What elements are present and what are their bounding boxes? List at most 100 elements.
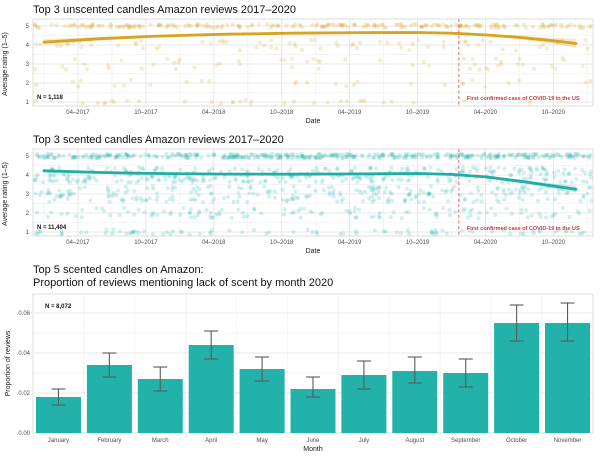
review-dot [73,155,77,160]
review-dot [35,25,40,30]
review-dot [121,83,126,88]
review-dot [314,179,318,184]
review-dot [298,206,303,211]
review-dot [139,39,143,44]
review-dot [579,25,584,30]
review-dot [282,212,287,217]
review-dot [284,153,289,158]
trend-line [42,169,578,191]
review-dot [574,151,579,156]
review-dot [521,170,526,175]
review-dot [556,169,561,173]
review-dot [111,227,116,232]
review-dot [290,196,295,201]
review-dot [81,179,86,184]
review-dot [517,191,522,196]
review-dot [465,154,470,159]
review-dot [235,199,240,204]
review-dot [386,196,391,201]
review-dot [245,214,250,219]
review-dot [126,153,131,158]
review-dot [244,153,249,158]
review-dot [225,195,230,199]
review-dot [276,156,281,161]
review-dot [35,153,40,158]
review-dot [210,228,215,233]
review-dot [343,57,348,62]
review-dot [74,213,79,218]
y-axis-title: Average rating (1–5) [2,32,9,96]
x-tick-label: March [152,438,169,444]
review-dot [275,152,280,157]
review-dot [525,215,530,220]
review-dot [399,216,404,221]
review-dot [385,199,390,204]
review-dot [329,154,334,159]
review-dot [212,176,217,181]
review-dot [106,66,111,70]
review-dot [529,170,534,175]
review-dot [65,42,70,47]
review-dot [531,151,536,156]
review-dot [288,167,293,171]
review-dot [515,62,520,67]
review-dot [82,62,87,67]
review-dot [290,65,295,70]
review-dot [454,166,459,171]
review-dot [238,99,243,104]
review-dot [409,153,414,158]
review-dot [517,195,521,200]
review-dot [193,155,198,160]
review-dot [381,152,386,157]
review-dot [244,168,249,173]
review-dot [36,155,41,160]
review-dot [572,23,577,28]
x-axis-title: Date [306,118,321,125]
review-dot [41,155,46,160]
review-dot [371,184,376,189]
review-dot [401,155,406,160]
review-dot [81,23,86,28]
review-dot [70,156,75,161]
review-dot [185,153,189,158]
review-dot [331,175,336,180]
review-dot [406,167,411,172]
review-dot [416,152,421,156]
chart-title-line2: Proportion of reviews mentioning lack of… [33,277,334,289]
review-dot [344,154,349,159]
review-dot [262,152,267,157]
review-dot [197,187,202,192]
review-dot [580,64,585,68]
review-dot [583,153,588,158]
review-dot [362,99,367,104]
review-dot [465,154,469,159]
review-dot [137,23,142,28]
review-dot [376,189,381,194]
review-dot [535,198,540,203]
review-dot [186,155,191,160]
x-axis-title: Month [303,446,323,453]
y-tick-label: 0.00 [18,431,30,437]
review-dot [482,152,487,157]
review-dot [116,43,121,48]
review-dot [543,153,548,158]
review-dot [387,153,392,158]
review-dot [200,23,205,28]
review-dot [129,180,134,185]
review-dot [540,153,545,158]
review-dot [540,22,545,27]
review-dot [288,174,293,179]
review-dot [255,155,260,160]
review-dot [277,179,282,184]
review-dot [208,210,213,215]
review-dot [542,24,547,29]
review-dot [429,155,433,160]
review-dot [320,25,325,30]
review-dot [544,215,549,220]
review-dot [265,22,270,27]
review-dot [559,98,563,103]
review-dot [377,23,382,28]
review-dot [439,169,444,174]
review-dot [45,151,50,156]
review-dot [354,231,359,236]
